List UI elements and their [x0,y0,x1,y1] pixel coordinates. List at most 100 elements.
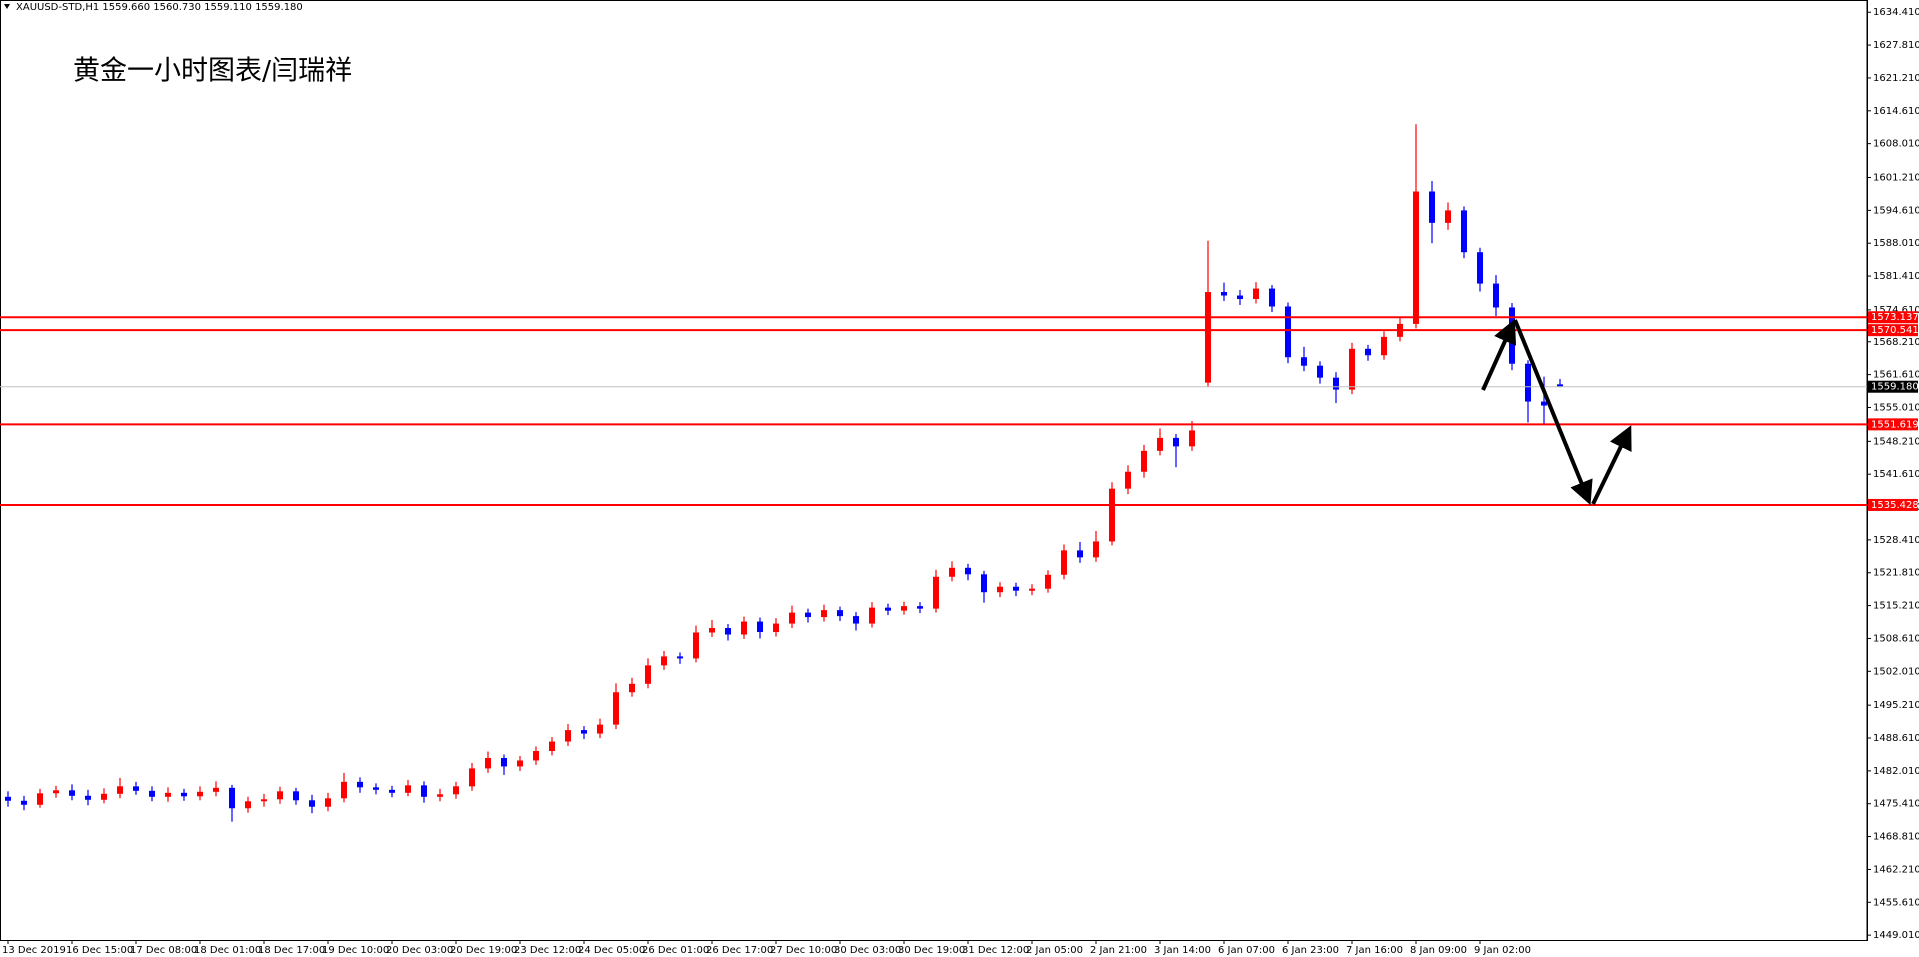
arrow [1513,319,1593,506]
level-label: 1559.180 [1871,382,1919,393]
y-tick-label: 1449.010 [1873,930,1919,941]
x-tick-label: 20 Dec 03:00 [386,945,453,956]
candle-body [261,799,267,802]
candle-body [1525,363,1531,402]
candle-body [1445,210,1451,223]
candle-body [309,800,315,807]
x-tick-label: 6 Jan 07:00 [1218,945,1275,956]
x-tick-label: 30 Dec 19:00 [898,945,965,956]
x-tick-label: 6 Jan 23:00 [1282,945,1339,956]
candle-body [21,800,27,805]
y-tick-label: 1588.010 [1873,238,1919,249]
candle-body [661,656,667,666]
candle-body [1093,541,1099,558]
y-tick-label: 1508.610 [1873,633,1919,644]
candle-body [821,610,827,618]
x-tick-label: 18 Dec 01:00 [194,945,261,956]
candle-body [1173,437,1179,447]
y-tick-label: 1627.810 [1873,40,1919,51]
candle-body [357,781,363,788]
y-tick-label: 1455.610 [1873,897,1919,908]
candle-body [53,790,59,794]
candle-body [981,574,987,593]
y-tick-label: 1581.410 [1873,271,1919,282]
x-tick-label: 2 Jan 05:00 [1026,945,1083,956]
candle-body [1413,191,1419,324]
candle-body [1045,574,1051,589]
candle-body [1541,401,1547,406]
y-tick-label: 1528.410 [1873,535,1919,546]
candle-body [1285,306,1291,358]
x-tick-label: 16 Dec 15:00 [66,945,133,956]
candle-body [1461,210,1467,253]
candle-body [1013,586,1019,591]
candle-body [1253,288,1259,300]
level-label-box [1868,380,1918,393]
y-tick-label: 1475.410 [1873,799,1919,810]
menu-arrow [4,4,10,9]
y-tick-label: 1462.210 [1873,864,1919,875]
candle-body [1189,430,1195,447]
candle-body [853,616,859,624]
y-tick-label: 1568.210 [1873,337,1919,348]
x-tick-label: 2 Jan 21:00 [1090,945,1147,956]
arrow [1481,319,1517,391]
candle-body [869,607,875,624]
x-tick-label: 27 Dec 10:00 [770,945,837,956]
candle-body [965,567,971,575]
candle-body [725,628,731,635]
x-tick-label: 3 Jan 14:00 [1154,945,1211,956]
candle-body [1221,292,1227,296]
candle-body [149,790,155,797]
candle-body [85,795,91,800]
arrows [1481,319,1632,506]
candle-body [757,621,763,633]
candle-body [1029,588,1035,591]
candle-body [837,610,843,617]
candle-body [197,791,203,797]
candle-body [549,741,555,751]
candle-body [1509,307,1515,364]
candle-body [1109,488,1115,542]
y-tick-label: 1495.210 [1873,700,1919,711]
candle-body [1061,550,1067,575]
y-tick-label: 1614.610 [1873,106,1919,117]
level-label-box [1868,498,1918,511]
y-tick-label: 1521.810 [1873,568,1919,579]
candle-body [421,785,427,797]
header: XAUUSD-STD,H1 1559.660 1560.730 1559.110… [16,2,303,13]
candle-body [1333,377,1339,390]
candle-body [245,801,251,809]
candle-body [1429,191,1435,223]
candle-body [1125,471,1131,489]
candle-body [741,621,747,635]
candle-body [373,787,379,790]
candle-body [325,798,331,807]
y-tick-label: 1601.210 [1873,173,1919,184]
y-tick-label: 1468.810 [1873,832,1919,843]
level-label-box [1868,324,1918,337]
y-tick-label: 1515.210 [1873,601,1919,612]
x-tick-label: 23 Dec 12:00 [514,945,581,956]
candle-body [341,781,347,799]
x-tick-label: 24 Dec 05:00 [578,945,645,956]
x-tick-label: 26 Dec 17:00 [706,945,773,956]
candle-body [533,750,539,761]
candle-body [437,794,443,797]
y-tick-label: 1634.410 [1873,7,1919,18]
candle-body [1317,365,1323,378]
candle-body [69,790,75,796]
candle-body [469,768,475,787]
y-tick-label: 1594.610 [1873,205,1919,216]
candle-body [645,665,651,684]
candle-body [1557,384,1563,387]
candle-body [709,628,715,633]
level-label: 1570.541 [1871,325,1919,336]
candle-body [453,786,459,795]
candle-body [117,786,123,794]
candle-body [773,623,779,633]
candle-body [181,792,187,797]
